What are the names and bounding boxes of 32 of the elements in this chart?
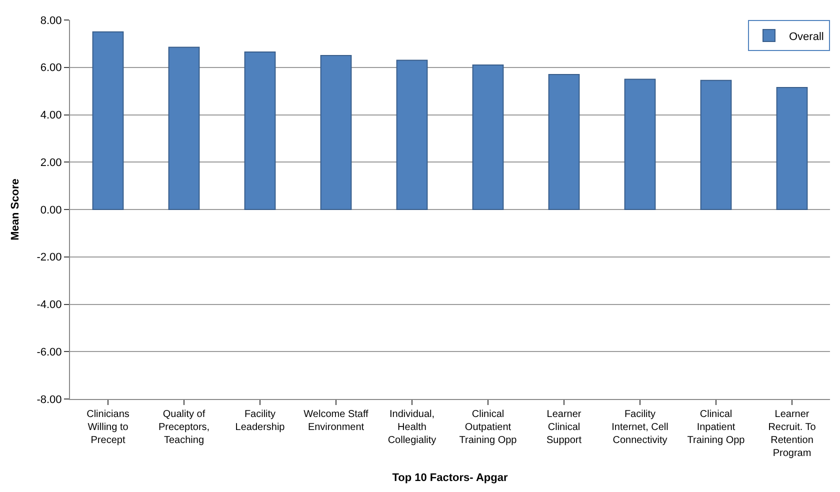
y-tick-label: -4.00 — [36, 299, 62, 312]
x-tick-label: Facility Leadership — [235, 409, 286, 433]
y-tick-label: 2.00 — [40, 156, 62, 169]
bar — [320, 55, 352, 210]
bar — [244, 51, 276, 210]
bar — [168, 46, 200, 210]
x-tick-label: Quality of Preceptors, Teaching — [158, 409, 210, 446]
x-tick-label: Clinicians Willing to Precept — [86, 409, 130, 446]
y-tick-label: -6.00 — [36, 346, 62, 358]
legend-label: Overall — [789, 30, 824, 43]
y-tick-label: -8.00 — [36, 394, 62, 406]
x-tick-label: Clinical Outpatient Training Opp — [459, 409, 518, 446]
bar — [548, 74, 580, 210]
y-tick-label: -2.00 — [36, 252, 62, 264]
x-tick-label: Learner Recruit. To Retention Program — [768, 409, 816, 459]
x-axis-title: Top 10 Factors- Apgar — [392, 472, 508, 484]
y-tick-label: 8.00 — [40, 14, 62, 27]
y-tick-label: 4.00 — [40, 110, 62, 122]
x-tick-label: Clinical Inpatient Training Opp — [687, 409, 746, 446]
y-tick-label: 6.00 — [40, 62, 62, 74]
bar — [472, 64, 504, 210]
bar — [776, 87, 808, 210]
bar — [92, 31, 124, 210]
x-tick-label: Facility Internet, Cell Connectivity — [612, 409, 668, 446]
bar — [396, 60, 428, 210]
x-tick-label: Learner Clinical Support — [546, 409, 582, 446]
x-tick-label: Welcome Staff Environment — [304, 409, 369, 433]
bar — [624, 78, 656, 210]
bar — [700, 80, 732, 210]
x-tick-label: Individual, Health Collegiality — [388, 409, 436, 446]
y-axis-title: Mean Score — [9, 178, 22, 240]
y-tick-label: 0.00 — [40, 204, 62, 216]
